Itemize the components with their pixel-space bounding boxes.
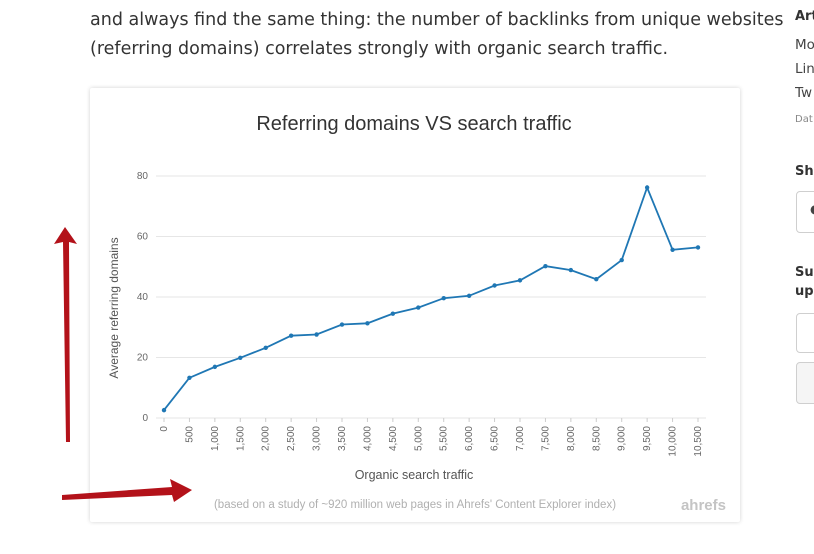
- data-point: [238, 355, 243, 361]
- email-field[interactable]: [796, 313, 814, 353]
- x-tick-label: 10,000: [668, 426, 679, 457]
- data-point: [492, 283, 497, 288]
- data-point: [339, 322, 345, 327]
- x-tick-label: 10,500: [693, 426, 704, 457]
- x-tick-label: 1,500: [235, 426, 246, 451]
- subscribe-button[interactable]: [796, 362, 814, 404]
- x-tick-labels: 0 500 1,000 1,500 2,000 2,500 3,000 3,500 4,000 4…: [159, 418, 704, 457]
- y-tick-label: 80: [137, 171, 149, 182]
- ahrefs-logo: ahrefs: [681, 497, 726, 514]
- data-point: [314, 332, 319, 337]
- right-sidebar: Art Mo Lin Tw Dat Sh ● Su up: [795, 0, 814, 554]
- x-tick-label: 9,500: [642, 426, 653, 451]
- subscribe-heading: Su: [795, 265, 814, 280]
- x-tick-label: 9,000: [617, 426, 628, 451]
- x-tick-label: 5,500: [439, 426, 450, 451]
- data-point: [466, 293, 472, 298]
- x-tick-label: 8,500: [591, 426, 602, 451]
- data-point: [517, 278, 523, 283]
- y-tick-label: 40: [137, 292, 149, 303]
- data-point: [390, 311, 396, 316]
- sidebar-meta: Mo: [795, 37, 814, 53]
- data-point: [543, 263, 548, 269]
- grid-lines: [156, 175, 706, 419]
- subscribe-heading: up: [795, 284, 814, 299]
- y-axis-label: Average referring domains: [107, 237, 121, 378]
- x-axis-label: Organic search traffic: [355, 468, 474, 482]
- data-point: [416, 305, 421, 310]
- article-line: and always find the same thing: the numb…: [90, 10, 784, 30]
- x-tick-label: 6,000: [464, 426, 475, 451]
- data-point: [594, 276, 599, 282]
- y-tick-label: 0: [142, 413, 148, 424]
- right-arrow: [62, 479, 192, 502]
- x-tick-label: 2,500: [286, 426, 297, 451]
- series-line: [163, 184, 699, 411]
- y-tick-labels: 0 20 40 60 80: [137, 171, 149, 424]
- sidebar-meta: Lin: [795, 61, 814, 77]
- x-tick-label: 1,000: [210, 426, 221, 451]
- data-point: [212, 364, 218, 370]
- data-point: [644, 185, 650, 190]
- article-line: (referring domains) correlates strongly …: [90, 39, 669, 59]
- x-tick-label: 2,000: [261, 426, 272, 451]
- data-point: [288, 333, 294, 338]
- data-point: [619, 257, 624, 263]
- share-twitter-button[interactable]: ●: [796, 191, 814, 233]
- data-point: [365, 321, 370, 326]
- data-point: [187, 375, 192, 380]
- x-tick-label: 0: [159, 426, 170, 432]
- data-point: [568, 267, 574, 273]
- line-chart: Referring domains VS search traffic 0 20 4…: [107, 113, 726, 514]
- x-tick-label: 4,000: [362, 426, 373, 451]
- x-tick-label: 3,500: [337, 426, 348, 451]
- x-tick-label: 6,500: [490, 426, 501, 451]
- data-point: [263, 345, 268, 351]
- up-arrow: [54, 227, 77, 442]
- data-point: [670, 247, 675, 253]
- y-tick-label: 20: [137, 353, 149, 364]
- study-note: (based on a study of ~920 million web pa…: [214, 499, 616, 511]
- chart-figure: Referring domains VS search traffic 0 20 4…: [90, 88, 740, 522]
- series-group: [161, 184, 701, 413]
- x-tick-label: 4,500: [388, 426, 399, 451]
- share-heading: Sh: [795, 164, 814, 179]
- sidebar-date: Dat: [795, 114, 813, 125]
- x-tick-label: 5,000: [413, 426, 424, 451]
- x-tick-label: 3,000: [312, 426, 323, 451]
- data-point: [441, 296, 446, 301]
- x-tick-label: 8,000: [566, 426, 577, 451]
- x-tick-label: 500: [184, 426, 195, 443]
- data-point: [161, 407, 167, 413]
- twitter-icon: ●: [810, 202, 814, 216]
- sidebar-heading: Art: [795, 9, 814, 24]
- data-point: [695, 245, 701, 250]
- sidebar-meta: Tw: [795, 85, 813, 101]
- chart-title: Referring domains VS search traffic: [256, 113, 571, 135]
- x-tick-label: 7,500: [540, 426, 551, 451]
- x-tick-label: 7,000: [515, 426, 526, 451]
- y-tick-label: 60: [137, 232, 149, 243]
